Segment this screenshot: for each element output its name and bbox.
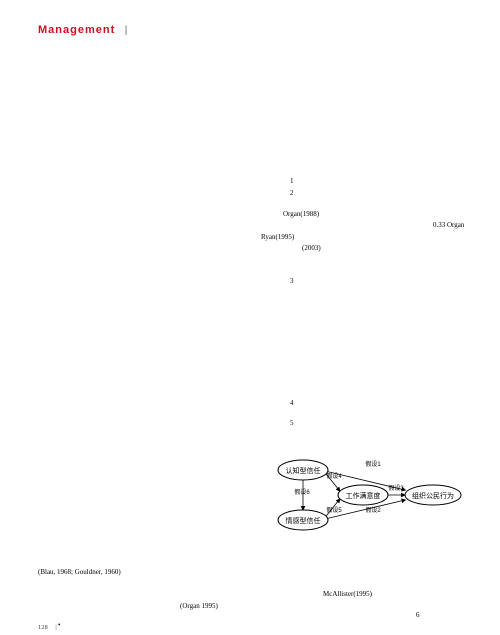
header-divider: | xyxy=(125,25,129,36)
body-text-line: 5 xyxy=(290,419,294,427)
body-text-line: 1 xyxy=(290,177,294,185)
body-text-line: McAllister(1995) xyxy=(323,590,372,598)
diagram-edge-label: 假设6 xyxy=(294,488,310,496)
footer-dot-icon: • xyxy=(58,621,60,629)
body-text-line: 6 xyxy=(416,611,420,619)
diagram: 假设1 假设2 假设3 假设4 假设5 假设6 认知型信任情感型信任 工作满意度 组织公民行为 xyxy=(268,450,468,540)
diagram-edge-label: 假设1 xyxy=(365,460,381,468)
body-text-line: 2 xyxy=(290,189,294,197)
page-number: 128 | xyxy=(38,624,57,631)
diagram-edge-label: 假设3 xyxy=(388,484,404,492)
page-header: Management | xyxy=(38,20,128,38)
page-number-value: 128 xyxy=(38,624,48,631)
diagram-edge-label: 假设5 xyxy=(326,506,342,514)
diagram-node-label: 工作满意度 xyxy=(346,491,381,500)
body-text-line: Ryan(1995) xyxy=(261,233,294,241)
body-text-line: (Blau, 1968; Gouldner, 1960) xyxy=(38,568,121,576)
header-title: Management xyxy=(38,24,115,36)
body-text-line: 4 xyxy=(290,399,294,407)
diagram-node-label: 认知型信任 xyxy=(286,466,321,475)
body-text-line: Organ(1988) xyxy=(283,210,319,218)
body-text-line: (2003) xyxy=(302,244,321,252)
diagram-node-label: 情感型信任 xyxy=(286,516,321,525)
body-text-line: 0.33 Organ xyxy=(433,221,464,229)
diagram-edge-label: 假设4 xyxy=(326,472,342,480)
body-text-line: 3 xyxy=(290,277,294,285)
diagram-edge-label: 假设2 xyxy=(365,506,381,514)
page-number-bar: | xyxy=(55,624,56,631)
diagram-node-label: 组织公民行为 xyxy=(412,491,454,500)
body-text-line: (Organ 1995) xyxy=(180,602,218,610)
footer-icons: • xyxy=(58,621,60,629)
